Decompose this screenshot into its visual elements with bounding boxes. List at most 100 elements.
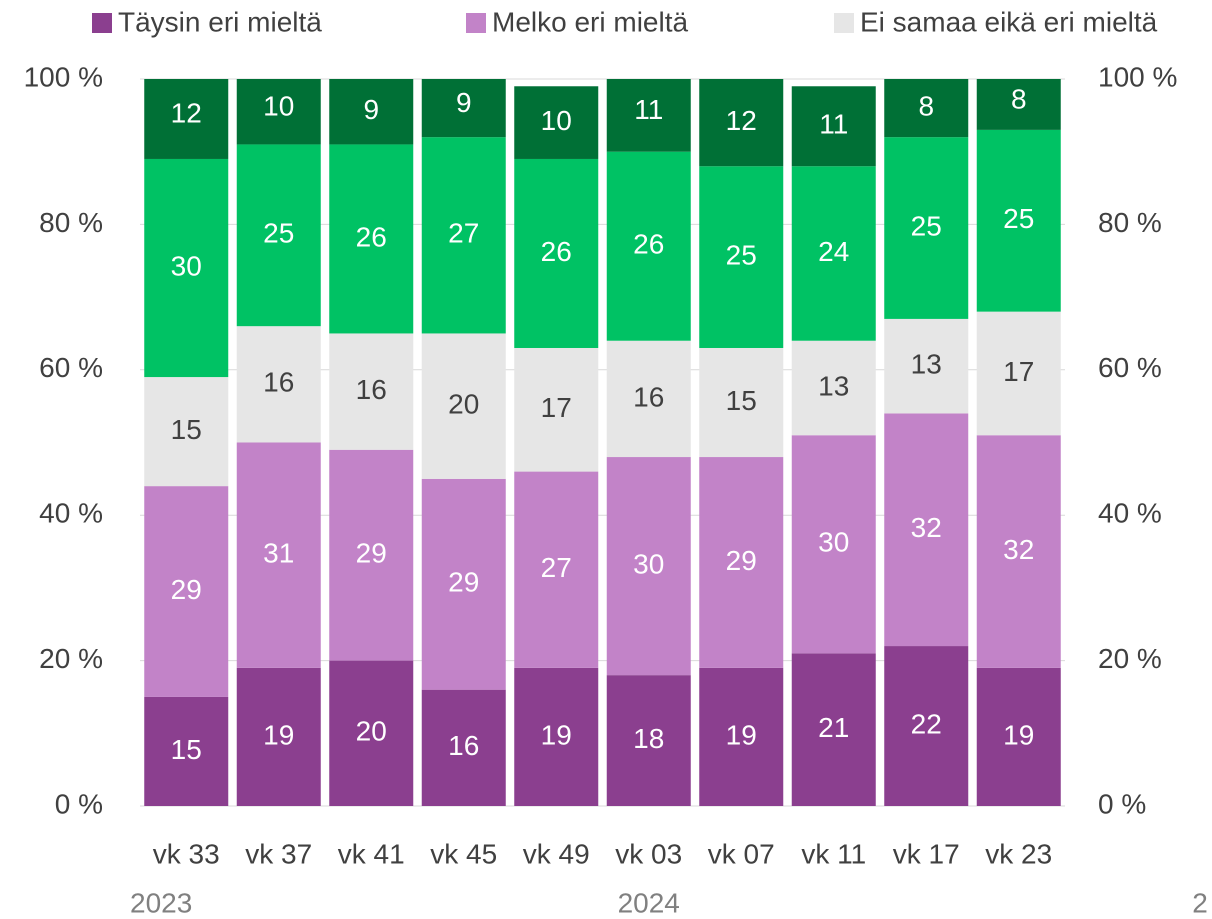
x-tick-label: vk 41 [338,838,405,869]
data-label: 17 [1003,356,1034,387]
data-label: 13 [818,370,849,401]
bar-segment [329,333,414,450]
data-label: 16 [448,730,479,761]
y-tick-label: 20 % [39,643,103,674]
legend-label: Ei samaa eikä eri mieltä [860,6,1158,37]
bar-segment [421,478,506,690]
data-label: 25 [263,218,294,249]
data-label: 29 [448,567,479,598]
data-label: 19 [541,719,572,750]
data-label: 16 [633,381,664,412]
data-label: 32 [1003,534,1034,565]
data-label: 29 [726,545,757,576]
bar-segment [976,79,1061,130]
data-label: 30 [633,548,664,579]
bar-segment [884,318,969,414]
bar-segment [606,340,691,458]
data-label: 26 [356,221,387,252]
data-label: 26 [541,236,572,267]
bar-segment [791,653,876,806]
bar-segment [421,689,506,806]
data-label: 21 [818,712,849,743]
data-label: 12 [726,105,757,136]
data-label: 19 [726,719,757,750]
bar-segment [606,457,691,676]
y-tick-label: 80 % [39,207,103,238]
bar-segment [144,377,229,487]
bar-segment [236,442,321,668]
data-label: 32 [911,512,942,543]
year-label: 2 [1192,887,1208,918]
bar-segment [791,166,876,341]
x-tick-label: vk 07 [708,838,775,869]
legend-swatch [92,13,112,33]
bar-segment [144,696,229,806]
bar-segment [976,435,1061,668]
bar-segment [976,667,1061,806]
data-label: 9 [456,87,472,118]
bar-segment [699,457,784,668]
bar-segment [514,471,599,668]
bar-segment [791,86,876,167]
y-tick-label: 100 % [24,61,103,92]
y2-tick-label: 80 % [1098,207,1162,238]
data-label: 19 [1003,719,1034,750]
bar-segment [144,486,229,697]
data-label: 12 [171,98,202,129]
data-label: 31 [263,538,294,569]
data-label: 20 [356,716,387,747]
bar-segment [236,326,321,443]
data-label: 9 [363,94,379,125]
bar-segment [606,79,691,152]
data-label: 17 [541,392,572,423]
legend-label: Täysin eri mieltä [118,6,322,37]
data-label: 10 [541,105,572,136]
x-tick-label: vk 49 [523,838,590,869]
bar-segment [699,166,784,348]
year-label: 2023 [130,887,192,918]
data-label: 25 [1003,203,1034,234]
data-label: 30 [171,250,202,281]
bar-segment [421,79,506,138]
y2-tick-label: 100 % [1098,61,1177,92]
y-tick-label: 40 % [39,498,103,529]
y2-tick-label: 20 % [1098,643,1162,674]
data-label: 27 [541,552,572,583]
bar-segment [421,333,506,479]
bar-segment [884,646,969,806]
x-tick-label: vk 45 [430,838,497,869]
data-label: 22 [911,708,942,739]
bar-segment [699,79,784,167]
bar-segment [884,137,969,319]
bar-segment [329,79,414,145]
bar-segment [976,129,1061,312]
bar-segment [236,667,321,806]
x-tick-label: vk 37 [245,838,312,869]
bar-segment [514,86,599,159]
bar-segment [699,667,784,806]
data-label: 13 [911,349,942,380]
data-label: 15 [726,385,757,416]
bar-segment [329,449,414,661]
data-label: 29 [171,574,202,605]
legend-swatch [834,13,854,33]
bar-segment [606,151,691,341]
x-tick-label: vk 17 [893,838,960,869]
x-tick-label: vk 03 [615,838,682,869]
labels: 0 % 20 % 40 % 60 % 80 % 100 % 0 % 20 % 40 % 60 % 8… [24,6,1208,918]
bars [144,79,1061,806]
bar-segment [144,158,229,378]
year-label: 2024 [618,887,680,918]
data-label: 10 [263,90,294,121]
bar-segment [699,347,784,458]
data-label: 27 [448,218,479,249]
data-label: 20 [448,389,479,420]
bar-segment [329,144,414,334]
data-label: 25 [726,240,757,271]
x-tick-label: vk 23 [985,838,1052,869]
bar-segment [514,347,599,472]
bar-segment [514,667,599,806]
data-label: 19 [263,719,294,750]
